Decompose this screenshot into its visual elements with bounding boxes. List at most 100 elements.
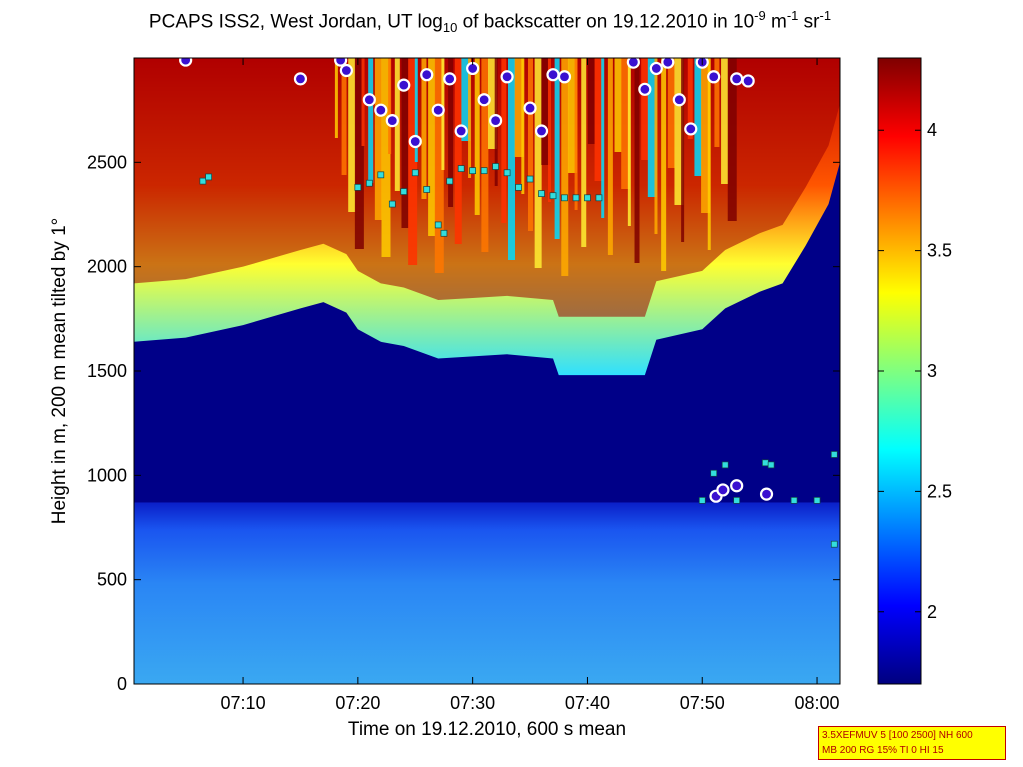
cloud-top-point	[500, 70, 514, 84]
layer-height-point	[561, 194, 568, 202]
cloud-streak	[461, 58, 471, 141]
colorbar-tick-label: 4	[927, 120, 937, 140]
cloud-streak	[667, 58, 675, 168]
layer-height-point	[377, 171, 385, 179]
cloud-top-point	[385, 113, 399, 128]
layer-height-point	[440, 229, 448, 237]
cloud-top-point	[730, 72, 744, 86]
cloud-streak	[514, 58, 524, 157]
cloud-top-point	[397, 78, 411, 92]
cloud-top-point	[454, 124, 468, 138]
cloud-streak	[414, 58, 418, 162]
layer-height-point	[790, 497, 798, 504]
layer-height-point	[365, 179, 373, 187]
cloud-streak	[434, 58, 444, 273]
cloud-top-point	[420, 68, 434, 82]
cloud-streak	[421, 58, 427, 199]
cloud-top-point	[523, 101, 537, 115]
cloud-streak	[527, 58, 533, 231]
x-tick-label: 07:20	[335, 693, 380, 713]
layer-height-markers	[199, 163, 838, 548]
layer-height-point	[549, 192, 557, 200]
chart-title: PCAPS ISS2, West Jordan, UT log10 of bac…	[60, 8, 920, 35]
colorbar-tick-label: 3	[927, 361, 937, 381]
layer-height-point	[710, 469, 718, 477]
layer-height-point	[388, 200, 396, 208]
cloud-streak	[561, 58, 569, 276]
cloud-top-point	[477, 93, 491, 107]
processing-info-line-1: 3.5XEFMUV 5 [100 2500] NH 600	[822, 730, 973, 741]
cloud-top-point	[431, 103, 445, 117]
cloud-streak	[374, 58, 382, 220]
cloud-streak	[674, 58, 684, 205]
cloud-top-point	[716, 483, 730, 497]
cloud-top-point	[626, 58, 640, 69]
cloud-streak	[601, 58, 605, 218]
title-subscript: 10	[442, 20, 458, 36]
cloud-streak	[607, 58, 613, 255]
layer-height-point	[400, 188, 408, 195]
cloud-streak	[627, 58, 631, 226]
cloud-top-point	[374, 103, 388, 117]
layer-height-point	[698, 497, 706, 504]
cloud-streak	[547, 58, 551, 202]
layer-height-point	[813, 497, 821, 504]
cloud-streak	[587, 58, 595, 144]
cloud-top-point	[534, 124, 549, 138]
cloud-top-markers	[179, 58, 774, 503]
cloud-streak	[388, 58, 392, 154]
cloud-top-point	[179, 58, 193, 67]
layer-height-point	[733, 497, 741, 504]
x-tick-label: 07:30	[450, 693, 495, 713]
cloud-top-point	[649, 61, 663, 76]
cloud-streak	[474, 58, 480, 215]
cloud-streak	[468, 58, 472, 178]
layer-height-point	[199, 177, 207, 185]
layer-height-point	[411, 169, 419, 177]
x-tick-label: 07:10	[221, 693, 266, 713]
cloud-streak	[661, 58, 667, 271]
cloud-streak	[594, 58, 604, 181]
y-axis: 0 500 1000 1500 2000 2500	[87, 152, 840, 694]
cloud-top-point	[638, 82, 652, 96]
cloud-streak	[428, 58, 436, 236]
title-text-4: sr	[798, 11, 820, 33]
title-text-2: of backscatter on 19.12.2010 in 10	[457, 11, 755, 33]
x-tick-label: 07:50	[680, 693, 725, 713]
cloud-streak	[694, 58, 702, 176]
cloud-streak	[554, 58, 560, 239]
cloud-streak	[354, 58, 364, 249]
cloud-streak	[488, 58, 498, 149]
layer-height-point	[515, 184, 522, 191]
x-axis-label: Time on 19.12.2010, 600 s mean	[348, 719, 626, 740]
cloud-streak	[454, 58, 462, 244]
cloud-streak	[448, 58, 454, 207]
cloud-top-point	[557, 70, 572, 84]
layer-height-point	[584, 194, 591, 202]
layer-height-point	[767, 461, 775, 469]
title-superscript-1: -9	[754, 8, 766, 23]
cloud-top-point	[339, 63, 353, 78]
colorbar-tick-label: 2.5	[927, 481, 952, 501]
layer-height-point	[480, 167, 488, 175]
cloud-streak	[341, 58, 347, 175]
layer-height-point	[423, 186, 431, 193]
cloud-top-point	[759, 487, 774, 501]
cloud-top-point	[362, 93, 376, 107]
title-superscript-3: -1	[819, 8, 832, 23]
cloud-streak	[707, 58, 711, 250]
colorbar-tick-label: 2	[927, 602, 937, 622]
colorbar-tick-label: 3.5	[927, 241, 952, 261]
cloud-streak	[654, 58, 658, 234]
lower-aerosol-band	[134, 502, 840, 684]
colorbar-ticks: 2 2.5 3 3.5 4	[878, 120, 952, 622]
y-tick-label: 2000	[87, 257, 127, 277]
cloud-streak	[621, 58, 631, 189]
cloud-top-point	[707, 70, 721, 84]
cloud-top-point	[546, 68, 560, 82]
layer-height-point	[205, 173, 212, 181]
cloud-streak	[521, 58, 525, 194]
cloud-streak	[348, 58, 356, 212]
cloud-streak	[721, 58, 729, 184]
